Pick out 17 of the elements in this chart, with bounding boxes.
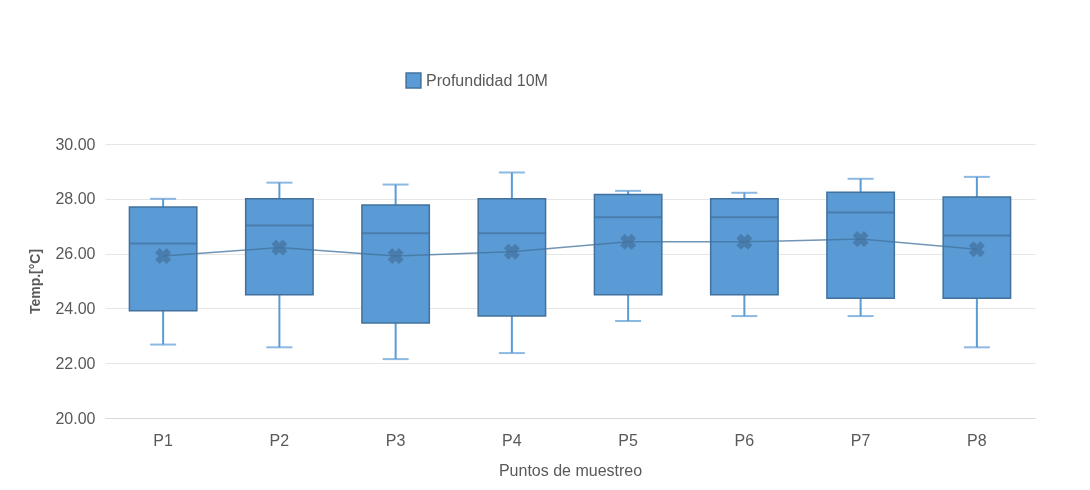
x-tick-label: P4 xyxy=(502,431,522,449)
x-tick-label: P7 xyxy=(850,431,871,449)
x-tick-label: P5 xyxy=(618,431,639,449)
y-tick-label: 24.00 xyxy=(55,299,96,317)
x-tick-label: P6 xyxy=(734,431,755,449)
x-tick-label: P1 xyxy=(153,431,174,449)
x-tick-label: P2 xyxy=(269,431,290,449)
y-tick-label: 28.00 xyxy=(55,190,96,208)
x-tick-label: P3 xyxy=(385,431,406,449)
legend-label: Profundidad 10M xyxy=(426,71,548,89)
y-tick-label: 22.00 xyxy=(55,354,96,372)
y-tick-label: 20.00 xyxy=(55,409,96,427)
x-axis-title: Puntos de muestreo xyxy=(498,461,643,479)
y-tick-label: 30.00 xyxy=(55,135,96,153)
y-axis-title: Temp.[°C] xyxy=(27,248,44,315)
y-tick-label: 26.00 xyxy=(55,245,96,263)
x-tick-label: P8 xyxy=(967,431,987,449)
